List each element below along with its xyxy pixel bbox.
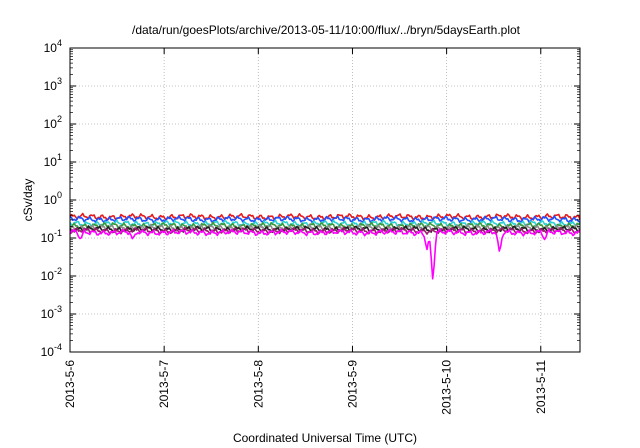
y-tick-label: 102: [44, 114, 62, 131]
x-tick-label: 2013-5-10: [440, 360, 454, 415]
x-axis: 2013-5-6 2013-5-7 2013-5-8 2013-5-9 2013-5-1…: [63, 48, 548, 415]
y-axis: 10-4 10-3 10-2 10-1 100 101 102 103 104: [41, 38, 580, 359]
y-tick-label: 10-2: [41, 266, 62, 283]
x-tick-label: 2013-5-9: [345, 360, 359, 408]
grid: [70, 48, 580, 352]
y-tick-label: 103: [44, 76, 62, 93]
x-tick-label: 2013-5-8: [251, 360, 265, 408]
y-tick-label: 10-1: [41, 228, 62, 245]
series-line: [69, 228, 581, 280]
series-line: [69, 226, 581, 235]
y-tick-label: 10-3: [41, 304, 62, 321]
x-axis-title: Coordinated Universal Time (UTC): [233, 431, 417, 445]
y-tick-label: 101: [44, 152, 62, 169]
y-axis-title: cSv/day: [21, 179, 35, 222]
y-tick-label: 104: [44, 38, 62, 55]
x-tick-label: 2013-5-6: [63, 360, 77, 408]
y-tick-label: 100: [44, 190, 62, 207]
series-line: [69, 219, 581, 228]
x-tick-label: 2013-5-11: [534, 360, 548, 414]
chart-title: /data/run/goesPlots/archive/2013-05-11/1…: [132, 23, 521, 37]
y-tick-label: 10-4: [41, 342, 62, 359]
series-group: [69, 212, 581, 280]
x-tick-label: 2013-5-7: [157, 360, 171, 408]
